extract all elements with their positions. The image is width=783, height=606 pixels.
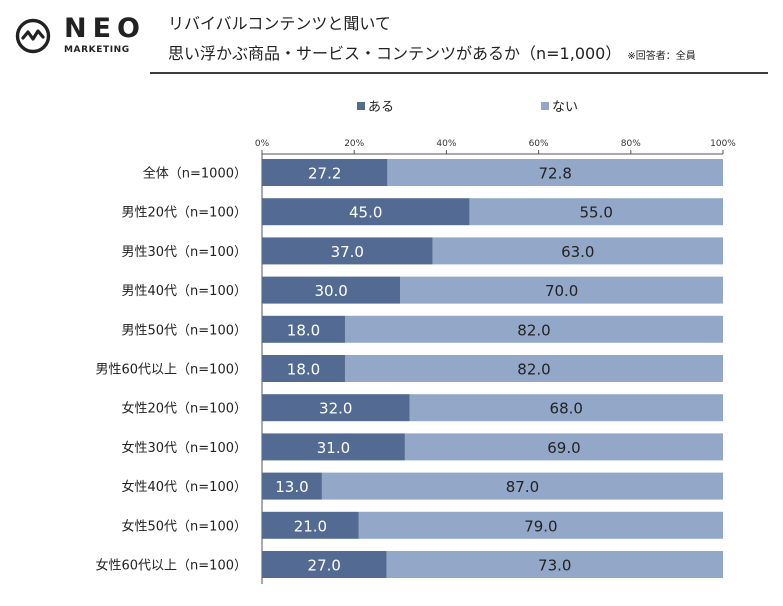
category-label: 女性30代（n=100） — [122, 440, 248, 456]
data-label-aru: 32.0 — [319, 400, 352, 418]
brand-logo: NEO MARKETING — [64, 14, 146, 56]
bar-aru — [262, 276, 401, 304]
bar-aru — [262, 198, 470, 226]
data-label-nai: 82.0 — [517, 361, 550, 379]
bar-aru — [262, 472, 322, 500]
legend-label-aru: ある — [368, 100, 395, 115]
data-label-nai: 82.0 — [517, 321, 550, 339]
data-label-nai: 87.0 — [506, 478, 539, 496]
bar-nai — [358, 511, 723, 539]
bar-aru — [262, 551, 387, 578]
bar-aru — [262, 237, 433, 265]
bar-nai — [344, 355, 723, 382]
category-label: 女性20代（n=100） — [122, 401, 248, 417]
x-tick-label: 60% — [529, 139, 549, 149]
data-label-nai: 73.0 — [538, 557, 571, 575]
bar-aru — [262, 159, 388, 186]
bar-nai — [400, 276, 723, 304]
x-tick-label: 100% — [710, 139, 736, 149]
bar-aru — [262, 355, 345, 382]
category-label: 全体（n=1000） — [143, 166, 247, 182]
legend-swatch-aru — [357, 101, 365, 110]
bar-aru — [262, 433, 405, 461]
legend-item-nai: ない — [541, 96, 578, 115]
chart-title-line1: リバイバルコンテンツと聞いて — [168, 14, 391, 33]
bar-nai — [409, 394, 723, 422]
x-tick-label: 80% — [621, 139, 641, 149]
category-label: 女性60代以上（n=100） — [96, 558, 248, 574]
chart-title-main: 思い浮かぶ商品・サービス・コンテンツがあるか（n=1,000） — [168, 44, 622, 63]
bar-nai — [386, 551, 723, 578]
category-label: 男性40代（n=100） — [122, 284, 248, 299]
category-label: 女性50代（n=100） — [122, 518, 248, 534]
data-label-aru: 18.0 — [287, 361, 320, 379]
respondent-note: ※回答者：全員 — [627, 51, 696, 62]
x-tick-label: 0% — [255, 139, 270, 149]
category-label: 男性50代（n=100） — [122, 323, 248, 338]
data-label-aru: 27.0 — [308, 557, 341, 575]
data-label-aru: 37.0 — [331, 243, 364, 261]
data-label-aru: 31.0 — [317, 439, 350, 457]
data-label-aru: 27.2 — [308, 165, 341, 183]
logo-subtitle: MARKETING — [64, 45, 130, 55]
category-label: 男性60代以上（n=100） — [96, 363, 248, 378]
data-label-nai: 72.8 — [538, 165, 571, 183]
bar-nai — [404, 433, 723, 461]
bar-nai — [387, 159, 723, 186]
bar-aru — [262, 394, 410, 422]
bar-nai — [469, 198, 723, 226]
data-label-aru: 45.0 — [349, 204, 382, 222]
neo-logo-icon — [15, 18, 51, 54]
bar-nai — [432, 237, 723, 265]
x-tick-label: 20% — [344, 139, 364, 149]
logo-wordmark: NEO — [64, 13, 146, 44]
bar-aru — [262, 315, 345, 343]
category-label: 男性30代（n=100） — [122, 245, 248, 260]
data-label-aru: 13.0 — [275, 478, 308, 496]
category-label: 女性40代（n=100） — [122, 479, 248, 495]
data-label-nai: 63.0 — [561, 243, 594, 261]
data-label-nai: 68.0 — [550, 400, 583, 418]
bar-nai — [321, 472, 723, 500]
bar-nai — [344, 315, 723, 343]
data-label-nai: 55.0 — [580, 204, 613, 222]
legend-item-aru: ある — [357, 96, 394, 115]
bar-aru — [262, 511, 359, 539]
data-label-aru: 21.0 — [294, 517, 327, 535]
data-label-aru: 18.0 — [287, 321, 320, 339]
data-label-aru: 30.0 — [314, 282, 347, 300]
chart-title-line2: 思い浮かぶ商品・サービス・コンテンツがあるか（n=1,000） ※回答者：全員 — [168, 40, 696, 64]
data-label-nai: 69.0 — [547, 439, 580, 457]
legend-swatch-nai — [541, 101, 549, 110]
legend-label-nai: ない — [552, 100, 579, 115]
data-label-nai: 79.0 — [524, 517, 557, 535]
x-tick-label: 40% — [436, 139, 456, 149]
data-label-nai: 70.0 — [545, 282, 578, 300]
category-label: 男性20代（n=100） — [122, 206, 248, 221]
title-underline — [150, 72, 768, 74]
